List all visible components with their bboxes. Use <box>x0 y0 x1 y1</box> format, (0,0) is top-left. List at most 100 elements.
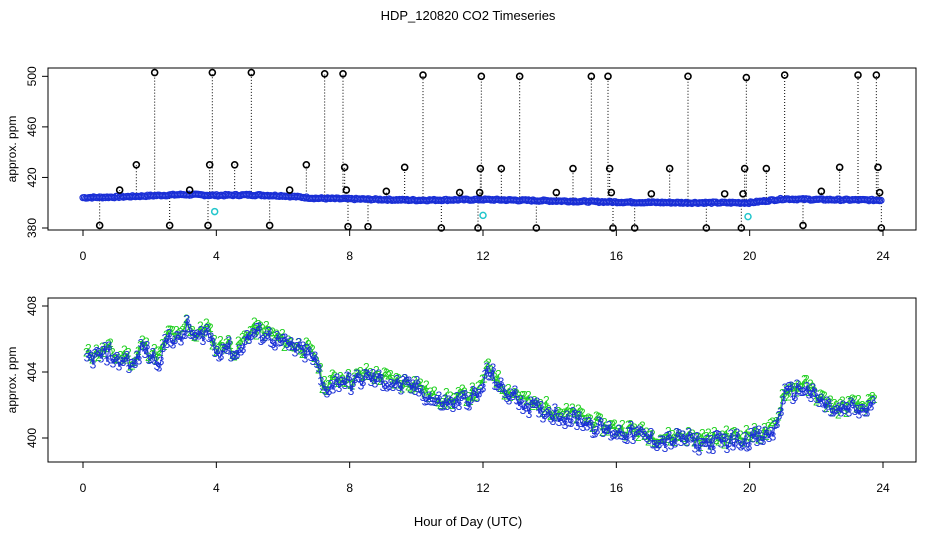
x-tick-label: 24 <box>876 481 890 495</box>
green-series-line <box>733 431 737 437</box>
green-series-line <box>111 352 115 359</box>
green-series-line <box>219 340 223 347</box>
green-series-line <box>519 395 523 400</box>
green-series-line <box>109 343 113 353</box>
green-series-line <box>787 388 791 397</box>
blue-series-line <box>258 326 262 342</box>
green-series-line <box>501 389 505 396</box>
green-series-line <box>589 419 593 429</box>
blue-series-line <box>348 377 352 392</box>
green-series-line <box>173 330 177 338</box>
blue-series-line <box>654 444 658 448</box>
spike-point <box>799 221 807 230</box>
blue-series-line <box>366 373 370 377</box>
green-series-line <box>770 421 773 424</box>
x-tick-label: 20 <box>743 249 757 263</box>
green-series-line <box>397 378 401 385</box>
spike-point <box>320 69 329 78</box>
green-series-line <box>581 412 585 420</box>
spike-point <box>302 161 311 169</box>
blue-series-line <box>140 343 144 347</box>
green-series-point: 2 <box>871 392 878 406</box>
blue-series-line <box>264 334 268 338</box>
blue-series-line <box>558 417 562 423</box>
green-series-line <box>541 410 545 414</box>
spike-point <box>742 73 751 82</box>
blue-series-line <box>626 431 630 440</box>
spike-point <box>204 221 212 230</box>
green-series-line <box>862 405 865 408</box>
blue-series-line <box>294 346 298 353</box>
green-series-line <box>213 339 217 353</box>
blue-series-line <box>804 386 808 392</box>
green-series-line <box>822 394 825 397</box>
green-series-line <box>259 325 263 329</box>
blue-series-line <box>734 432 738 443</box>
blue-series-line <box>186 319 190 328</box>
green-series-line <box>208 326 211 329</box>
blue-series-line <box>642 432 646 436</box>
green-series-line <box>459 389 463 394</box>
spike-point <box>477 72 486 81</box>
blue-series-line <box>236 349 240 355</box>
spike-point <box>265 221 274 230</box>
green-series-line <box>657 438 661 444</box>
blue-series-line <box>598 420 602 423</box>
green-series-line <box>801 379 805 389</box>
blue-series-line <box>410 383 414 390</box>
green-series-line <box>437 402 441 406</box>
blue-series-line <box>240 348 244 352</box>
blue-series-line <box>184 319 188 336</box>
green-series-line <box>271 331 275 337</box>
blue-series-line <box>576 415 580 427</box>
blue-series-line <box>456 396 460 407</box>
green-series-line <box>849 398 853 402</box>
green-series-line <box>283 343 287 348</box>
green-series-line <box>267 329 271 333</box>
spike-point <box>132 161 141 169</box>
blue-series-line <box>586 421 590 427</box>
green-series-line <box>761 427 765 437</box>
green-series-line <box>797 384 801 388</box>
blue-series-line <box>822 403 826 409</box>
spike-point <box>150 68 159 77</box>
blue-series-line <box>816 398 820 404</box>
green-series-line <box>603 422 607 430</box>
green-series-line <box>325 384 329 391</box>
spike-point <box>474 224 482 232</box>
blue-series-line <box>750 432 754 439</box>
green-series-line <box>721 434 725 445</box>
green-series-line <box>170 329 173 331</box>
cyan-point <box>479 211 487 220</box>
blue-series-line <box>452 403 456 409</box>
blue-series-line <box>580 422 584 428</box>
blue-series-line <box>426 395 430 402</box>
blue-series-line <box>88 353 92 357</box>
green-series-line <box>586 417 589 420</box>
green-series-line <box>205 322 209 328</box>
x-tick-label: 24 <box>876 249 890 263</box>
blue-series-line <box>106 346 110 362</box>
blue-series-line <box>740 444 744 447</box>
green-series-line <box>339 376 343 380</box>
blue-series-line <box>260 339 264 342</box>
green-series-line <box>209 327 213 346</box>
blue-series-line <box>584 421 588 427</box>
blue-series-line <box>138 343 142 361</box>
blue-series-line <box>826 400 830 405</box>
blue-series-line <box>712 435 716 451</box>
blue-series-line <box>306 348 310 352</box>
blue-series-line <box>600 422 604 434</box>
blue-series-line <box>500 381 504 389</box>
spike-point <box>609 224 617 232</box>
spike-point <box>569 164 577 173</box>
blue-series-line <box>792 396 796 401</box>
spike-point <box>817 187 826 196</box>
blue-series-line <box>664 436 668 448</box>
blue-series-line <box>422 396 426 402</box>
blue-series-line <box>352 378 356 384</box>
blue-series-line <box>444 398 448 407</box>
spike-point <box>342 186 351 194</box>
blue-series-line <box>470 390 474 400</box>
x-tick-label: 0 <box>80 249 87 263</box>
